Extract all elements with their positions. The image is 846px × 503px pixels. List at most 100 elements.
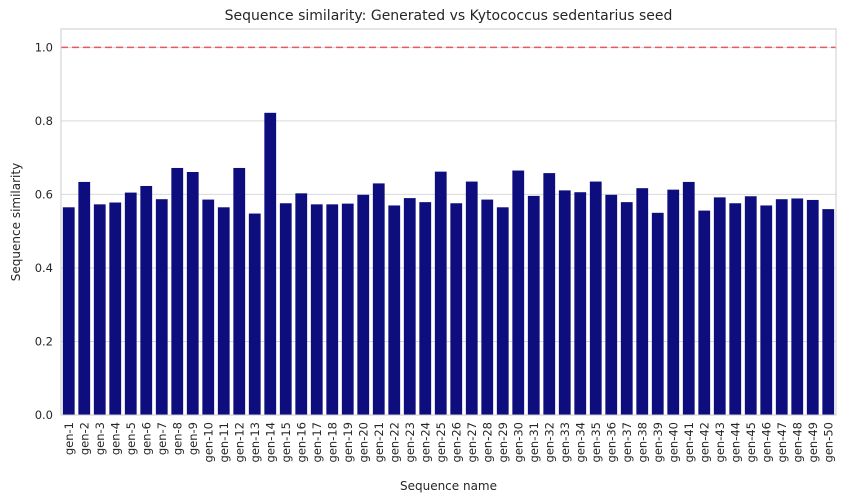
bar-gen-19 <box>341 203 354 415</box>
x-tick-label: gen-20 <box>356 422 370 462</box>
y-tick-label: 0.4 <box>35 261 53 275</box>
bar-gen-17 <box>310 204 323 415</box>
bar-gen-16 <box>295 193 308 415</box>
x-tick-label: gen-48 <box>790 422 804 462</box>
x-tick-label: gen-11 <box>217 422 231 462</box>
x-tick-label: gen-7 <box>155 422 169 455</box>
bar-gen-35 <box>589 181 602 415</box>
x-tick-label: gen-33 <box>558 422 572 462</box>
x-tick-label: gen-3 <box>93 422 107 455</box>
x-tick-label: gen-42 <box>697 422 711 462</box>
x-tick-label: gen-16 <box>294 422 308 462</box>
bar-gen-6 <box>140 185 153 415</box>
x-tick-label: gen-21 <box>372 422 386 462</box>
bar-gen-33 <box>558 190 571 415</box>
bar-gen-23 <box>403 198 416 415</box>
x-tick-label: gen-10 <box>201 422 215 462</box>
bar-gen-27 <box>465 181 478 415</box>
x-tick-label: gen-4 <box>108 422 122 455</box>
x-tick-label: gen-15 <box>279 422 293 462</box>
plot-frame <box>60 28 837 416</box>
x-tick-label: gen-8 <box>170 422 184 455</box>
bar-gen-22 <box>388 205 401 415</box>
x-tick-label: gen-35 <box>589 422 603 462</box>
x-tick-label: gen-40 <box>666 422 680 462</box>
x-tick-label: gen-6 <box>139 422 153 455</box>
x-tick-label: gen-43 <box>713 422 727 462</box>
bars <box>62 112 835 416</box>
x-tick-label: gen-22 <box>387 422 401 462</box>
bar-gen-37 <box>620 202 633 415</box>
y-tick-label: 0.0 <box>35 408 53 422</box>
bar-gen-7 <box>155 199 168 415</box>
bar-gen-30 <box>512 170 525 415</box>
bar-gen-50 <box>822 209 835 415</box>
bar-gen-1 <box>62 207 75 415</box>
y-tick-label: 0.6 <box>35 187 53 201</box>
x-tick-label: gen-30 <box>511 422 525 462</box>
x-tick-label: gen-25 <box>434 422 448 462</box>
x-tick-label: gen-24 <box>418 422 432 462</box>
x-tick-label: gen-29 <box>496 422 510 462</box>
bar-gen-10 <box>202 199 215 415</box>
x-tick-label: gen-2 <box>77 422 91 455</box>
chart-title: Sequence similarity: Generated vs Kytoco… <box>225 8 673 24</box>
bar-gen-31 <box>527 195 540 415</box>
bar-gen-20 <box>357 194 370 415</box>
x-tick-label: gen-19 <box>341 422 355 462</box>
bar-gen-25 <box>434 171 447 415</box>
x-tick-label: gen-44 <box>728 422 742 462</box>
bar-gen-42 <box>698 210 711 415</box>
x-tick-label: gen-47 <box>775 422 789 462</box>
bar-gen-13 <box>248 213 261 415</box>
x-tick-label: gen-37 <box>620 422 634 462</box>
x-tick-label: gen-49 <box>806 422 820 462</box>
x-tick-label: gen-41 <box>682 422 696 462</box>
bar-gen-41 <box>682 181 695 415</box>
bar-gen-46 <box>760 205 773 415</box>
bar-gen-28 <box>481 199 494 415</box>
x-tick-label: gen-46 <box>759 422 773 462</box>
bar-gen-11 <box>217 207 230 415</box>
x-tick-label: gen-34 <box>573 422 587 462</box>
bar-gen-8 <box>171 167 184 415</box>
x-axis-label: Sequence name <box>400 479 497 493</box>
x-tick-label: gen-32 <box>542 422 556 462</box>
x-tick-label: gen-36 <box>604 422 618 462</box>
bar-gen-44 <box>729 203 742 415</box>
bar-gen-39 <box>651 212 664 415</box>
bar-gen-32 <box>543 173 556 415</box>
x-tick-label: gen-18 <box>325 422 339 462</box>
x-tick-label: gen-1 <box>62 422 76 455</box>
bar-gen-18 <box>326 204 339 415</box>
x-tick-label: gen-9 <box>186 422 200 455</box>
y-tick-label: 0.8 <box>35 114 53 128</box>
x-tick-label: gen-23 <box>403 422 417 462</box>
y-tick-label: 1.0 <box>35 40 53 54</box>
x-tick-label: gen-27 <box>465 422 479 462</box>
x-tick-label: gen-31 <box>527 422 541 462</box>
x-tick-label: gen-12 <box>232 422 246 462</box>
bar-gen-36 <box>605 194 618 415</box>
x-tick-label: gen-50 <box>821 422 835 462</box>
bar-gen-40 <box>667 189 680 415</box>
x-tick-label: gen-17 <box>310 422 324 462</box>
bar-gen-47 <box>775 199 788 415</box>
bar-gen-4 <box>109 202 122 415</box>
y-tick-labels: 0.0 0.2 0.4 0.6 0.8 1.0 <box>35 40 53 422</box>
bar-gen-45 <box>744 196 757 415</box>
bar-gen-3 <box>93 204 106 415</box>
x-tick-label: gen-38 <box>635 422 649 462</box>
bar-gen-24 <box>419 202 432 415</box>
bar-gen-38 <box>636 188 649 415</box>
bar-gen-49 <box>806 199 819 415</box>
bar-gen-12 <box>233 167 246 415</box>
x-tick-label: gen-14 <box>263 422 277 462</box>
x-tick-label: gen-13 <box>248 422 262 462</box>
bar-gen-43 <box>713 197 726 415</box>
bar-gen-26 <box>450 203 463 415</box>
x-tick-labels: gen-1 gen-2 gen-3 gen-4 gen-5 gen-6 gen-7 gen-8… <box>62 422 836 462</box>
x-tick-label: gen-26 <box>449 422 463 462</box>
bar-gen-21 <box>372 183 385 415</box>
